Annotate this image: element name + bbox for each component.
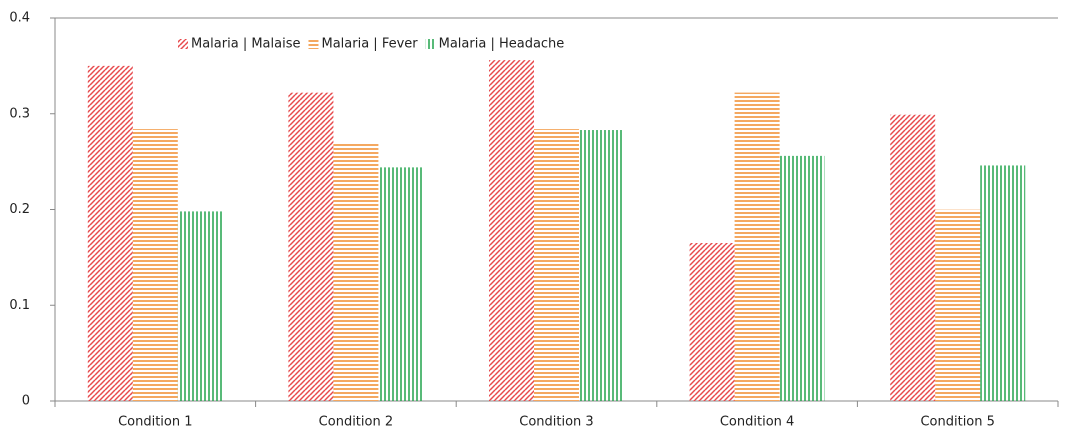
bar: [489, 60, 534, 401]
x-tick-label: Condition 5: [920, 415, 994, 430]
bar: [87, 65, 133, 401]
bar: [534, 129, 579, 401]
bar: [579, 130, 624, 401]
legend-label: Malaria | Fever: [321, 37, 418, 52]
y-tick-label: 0.4: [9, 11, 30, 26]
bar: [689, 243, 735, 401]
legend-swatch: [178, 39, 188, 49]
y-tick-label: 0: [22, 394, 30, 409]
legend-swatch: [425, 39, 436, 49]
bar: [779, 155, 825, 401]
bar: [890, 114, 936, 402]
y-tick-label: 0.2: [9, 202, 30, 217]
legend-swatch: [308, 39, 319, 49]
bar: [935, 209, 981, 401]
legend-label: Malaria | Malaise: [191, 37, 300, 52]
y-tick-label: 0.3: [9, 106, 30, 121]
bar: [333, 142, 379, 401]
legend-label: Malaria | Headache: [439, 37, 565, 52]
x-tick-label: Condition 4: [720, 415, 794, 430]
bar: [177, 211, 223, 401]
bar: [378, 167, 424, 401]
bar: [734, 92, 780, 401]
bar: [288, 92, 334, 401]
x-tick-label: Condition 2: [319, 415, 393, 430]
x-tick-label: Condition 3: [519, 415, 593, 430]
bar: [980, 165, 1026, 401]
x-tick-label: Condition 1: [118, 415, 192, 430]
y-tick-label: 0.1: [9, 298, 30, 313]
bar: [132, 129, 178, 401]
